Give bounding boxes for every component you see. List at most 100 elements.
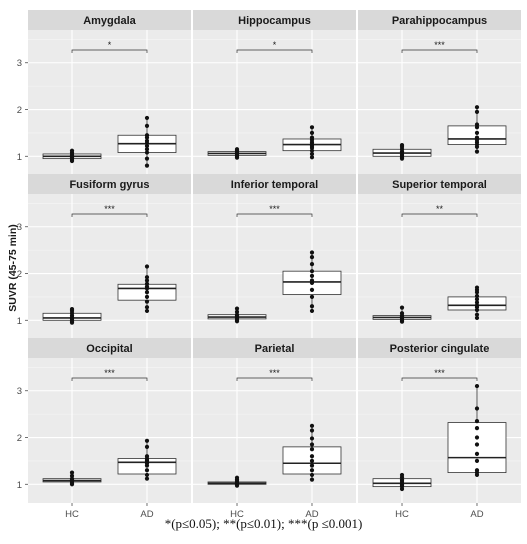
significance-bracket xyxy=(236,49,313,53)
significance-bracket xyxy=(236,377,313,381)
significance-label: ** xyxy=(436,204,444,214)
data-point xyxy=(474,293,480,299)
x-tick-label: HC xyxy=(230,509,244,520)
y-tick-label: 1 xyxy=(17,152,22,163)
data-point xyxy=(309,125,315,130)
data-point xyxy=(69,306,75,312)
data-point xyxy=(309,463,315,468)
y-tick-label: 2 xyxy=(17,105,22,116)
data-point xyxy=(309,269,315,274)
data-point xyxy=(309,454,315,459)
data-point xyxy=(309,428,315,433)
data-point xyxy=(399,311,405,316)
plot-background xyxy=(28,30,191,175)
data-point xyxy=(474,315,480,321)
panel-strip xyxy=(193,174,356,194)
data-point xyxy=(144,156,150,161)
panel-amygdala: Amygdala 1 2 3 * xyxy=(17,10,191,175)
data-point xyxy=(144,163,150,168)
data-point xyxy=(144,138,150,143)
data-point xyxy=(309,294,315,300)
data-point xyxy=(309,278,315,283)
data-point xyxy=(474,435,480,440)
data-point xyxy=(474,426,480,431)
y-tick-label: 2 xyxy=(17,433,22,444)
box-ad xyxy=(447,422,507,473)
facet-grid: Amygdala 1 2 3 * Hippocampus * Parahippocampus *… xyxy=(17,10,521,520)
significance-label: * xyxy=(108,40,112,50)
panel-title: Inferior temporal xyxy=(231,179,318,191)
y-tick-label: 2 xyxy=(17,269,22,280)
data-point xyxy=(144,150,150,155)
data-point xyxy=(309,273,315,278)
panel-title: Hippocampus xyxy=(238,15,311,27)
data-point xyxy=(234,147,240,152)
data-point xyxy=(474,149,480,154)
significance-label: *** xyxy=(434,40,445,50)
panel-title: Superior temporal xyxy=(392,179,487,191)
data-point xyxy=(69,473,75,478)
significance-bracket xyxy=(401,213,478,217)
panel-title: Parietal xyxy=(255,343,295,355)
data-point xyxy=(309,250,315,255)
data-point xyxy=(144,454,150,459)
significance-label: *** xyxy=(269,368,280,378)
x-tick-label: AD xyxy=(140,509,153,520)
significance-label: *** xyxy=(104,204,115,214)
data-point xyxy=(144,472,150,478)
data-point xyxy=(474,285,480,290)
data-point xyxy=(69,470,75,475)
data-point xyxy=(309,287,315,292)
data-point xyxy=(474,451,480,456)
plot-background xyxy=(193,358,356,503)
panel-strip xyxy=(28,10,191,30)
plot-background xyxy=(358,194,521,339)
data-point xyxy=(309,477,315,482)
data-point xyxy=(144,308,150,314)
data-point xyxy=(474,383,480,389)
panel-title: Posterior cingulate xyxy=(390,343,490,355)
data-point xyxy=(309,255,315,260)
data-point xyxy=(474,109,480,114)
significance-label: *** xyxy=(434,368,445,378)
significance-bracket xyxy=(71,377,148,381)
panel-title: Occipital xyxy=(86,343,132,355)
significance-footnote: *(p≤0.05); **(p≤0.01); ***(p ≤0.001) xyxy=(164,516,363,531)
data-point xyxy=(309,468,315,473)
panel-title: Amygdala xyxy=(83,15,136,27)
data-point xyxy=(474,130,480,136)
data-point xyxy=(144,123,150,128)
x-tick-label: HC xyxy=(65,509,79,520)
x-tick-label: AD xyxy=(305,509,318,520)
data-point xyxy=(474,419,480,424)
data-point xyxy=(309,151,315,157)
panel-strip xyxy=(193,10,356,30)
data-point xyxy=(474,458,480,464)
data-point xyxy=(144,115,150,121)
panel-hippocampus: Hippocampus * xyxy=(193,10,356,175)
y-tick-label: 1 xyxy=(17,480,22,491)
data-point xyxy=(144,476,150,481)
data-point xyxy=(474,135,480,140)
data-point xyxy=(309,447,315,452)
panel-occipital: Occipital 1 2 3 *** HC AD xyxy=(17,338,191,520)
significance-label: *** xyxy=(104,368,115,378)
panel-fusiform-gyrus: Fusiform gyrus 1 2 3 *** xyxy=(17,174,191,339)
data-point xyxy=(144,278,150,283)
data-point xyxy=(474,297,480,302)
data-point xyxy=(144,294,150,300)
panel-parahippocampus: Parahippocampus *** xyxy=(358,10,521,175)
panel-strip xyxy=(28,338,191,358)
panel-title: Parahippocampus xyxy=(392,15,487,27)
panel-superior-temporal: Superior temporal ** xyxy=(358,174,521,339)
significance-label: * xyxy=(273,40,277,50)
data-point xyxy=(144,305,150,310)
panel-parietal: Parietal *** HC AD xyxy=(193,338,356,520)
data-point xyxy=(69,148,75,153)
panel-title: Fusiform gyrus xyxy=(69,179,149,191)
data-point xyxy=(144,438,150,443)
data-point xyxy=(144,133,150,138)
panel-strip xyxy=(28,174,191,194)
data-point xyxy=(474,312,480,317)
data-point xyxy=(399,142,405,148)
